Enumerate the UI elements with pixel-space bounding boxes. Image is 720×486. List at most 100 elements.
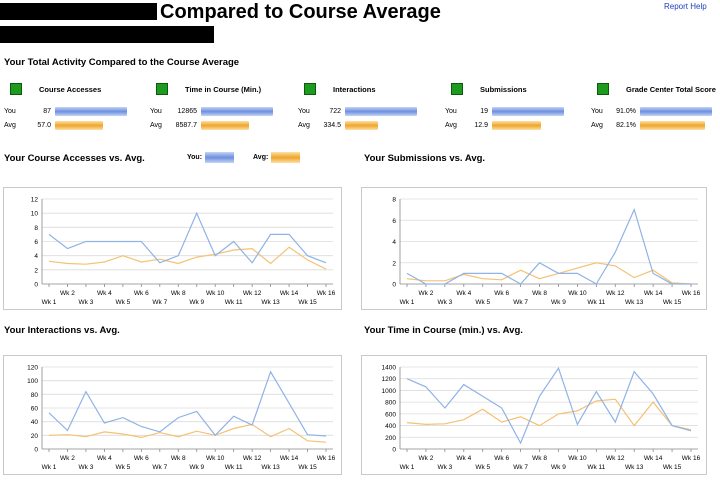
y-tick-label: 0 [34,282,38,289]
x-tick-label: Wk 15 [663,464,682,471]
redacted-block [0,3,157,20]
series-line-avg [406,262,692,285]
x-tick-label: Wk 13 [625,299,644,306]
x-tick-label: Wk 1 [42,299,57,306]
avg-label: Avg [445,122,457,129]
metric-name: Time in Course (Min.) [185,85,262,94]
avg-bar [201,121,250,130]
y-tick-label: 100 [27,378,38,385]
avg-value: 334.5 [323,122,341,129]
chart-title-time-in-course: Your Time in Course (min.) vs. Avg. [364,325,523,336]
x-tick-label: Wk 6 [134,290,149,297]
you-bar [201,107,273,116]
y-tick-label: 1000 [382,388,397,395]
x-tick-label: Wk 9 [551,299,566,306]
x-tick-label: Wk 1 [400,464,415,471]
section-heading: Your Total Activity Compared to the Cour… [4,57,240,68]
x-tick-label: Wk 3 [437,299,452,306]
x-tick-label: Wk 11 [587,464,605,471]
x-tick-label: Wk 10 [568,455,587,462]
y-tick-label: 8 [34,225,38,232]
metric-icon [10,83,22,95]
chart-title-submissions: Your Submissions vs. Avg. [364,153,486,164]
series-line-avg [406,398,692,431]
redacted-block [0,26,214,43]
chart-course-accesses: 0 2 4 6 8 10 12 Wk 1 Wk 2 Wk 3 Wk 4 Wk 5 Wk 6 Wk 7 Wk … [3,187,342,310]
y-tick-label: 4 [392,239,396,246]
you-value: 19 [480,108,488,115]
x-tick-label: Wk 6 [134,455,149,462]
x-tick-label: Wk 4 [456,290,471,297]
x-tick-label: Wk 6 [494,455,509,462]
report-help-link[interactable]: Report Help [664,2,707,11]
metric-icon [156,83,168,95]
you-label: You [4,108,16,115]
avg-value: 57.0 [37,122,51,129]
x-tick-label: Wk 14 [644,290,663,297]
metric-icon [304,83,316,95]
y-tick-label: 1400 [382,365,397,372]
x-tick-label: Wk 16 [317,290,336,297]
x-tick-label: Wk 15 [663,299,682,306]
x-tick-label: Wk 12 [243,290,262,297]
x-tick-label: Wk 13 [625,464,644,471]
x-tick-label: Wk 7 [513,299,528,306]
chart-title-course-accesses: Your Course Accesses vs. Avg. [4,153,145,164]
chart-svg: 0 2 4 6 8 10 12 Wk 1Wk 2 Wk 3Wk 4Wk 5 Wk 6Wk 7 Wk … [31,197,336,307]
you-value: 87 [43,108,51,115]
you-value: 91.0% [616,108,636,115]
you-label: You [298,108,310,115]
avg-bar [492,121,541,130]
x-tick-label: Wk 16 [682,290,701,297]
x-tick-label: Wk 8 [171,455,186,462]
y-tick-label: 2 [392,260,396,267]
y-tick-label: 0 [392,447,396,454]
metric-course-accesses: Course Accesses You 87 Avg 57.0 [4,83,160,135]
metric-interactions: Interactions You 722 Avg 334.5 [298,83,454,135]
x-tick-label: Wk 5 [115,464,130,471]
you-label: You [445,108,457,115]
x-tick-label: Wk 5 [475,464,490,471]
metric-grade-center-total: Grade Center Total Score You 91.0% Avg 8… [591,83,720,135]
x-tick-label: Wk 7 [152,299,167,306]
x-tick-label: Wk 11 [225,299,243,306]
x-tick-label: Wk 9 [189,464,204,471]
y-tick-label: 2 [34,267,38,274]
x-tick-label: Wk 6 [494,290,509,297]
x-tick-label: Wk 10 [206,290,225,297]
x-tick-label: Wk 8 [532,455,547,462]
y-tick-label: 6 [34,239,38,246]
y-tick-label: 200 [385,435,396,442]
x-tick-label: Wk 3 [437,464,452,471]
x-tick-label: Wk 9 [551,464,566,471]
legend-you-label: You: [187,154,203,161]
x-tick-label: Wk 2 [419,455,434,462]
x-tick-label: Wk 7 [152,464,167,471]
series-line-you [48,211,327,264]
x-tick-label: Wk 14 [280,455,299,462]
series-line-avg [48,246,327,270]
x-tick-label: Wk 2 [60,290,75,297]
metric-name: Course Accesses [39,85,102,94]
metric-name: Interactions [333,85,376,94]
you-bar [640,107,712,116]
avg-bar [55,121,103,130]
x-tick-label: Wk 14 [644,455,663,462]
x-tick-label: Wk 2 [60,455,75,462]
chart-submissions: 0 2 4 6 8 Wk 1 Wk 2 Wk 3 Wk 4 Wk 5 Wk 6 Wk 7 Wk 8 Wk … [361,187,707,310]
x-tick-label: Wk 13 [261,464,280,471]
y-tick-label: 60 [31,406,39,413]
y-tick-label: 10 [31,211,39,218]
x-tick-label: Wk 3 [79,464,94,471]
x-tick-label: Wk 5 [475,299,490,306]
x-tick-label: Wk 9 [189,299,204,306]
x-tick-label: Wk 1 [400,299,415,306]
y-tick-label: 12 [31,197,39,204]
you-bar [345,107,417,116]
legend-avg-label: Avg: [253,154,269,161]
chart-svg: 0 2 4 6 8 Wk 1 Wk 2Wk 3 Wk 4 Wk 5 Wk 6 Wk 7 Wk 8 Wk … [392,197,701,307]
metric-submissions: Submissions You 19 Avg 12.9 [445,83,601,135]
x-tick-label: Wk 14 [280,290,299,297]
metric-name: Grade Center Total Score [626,85,716,94]
